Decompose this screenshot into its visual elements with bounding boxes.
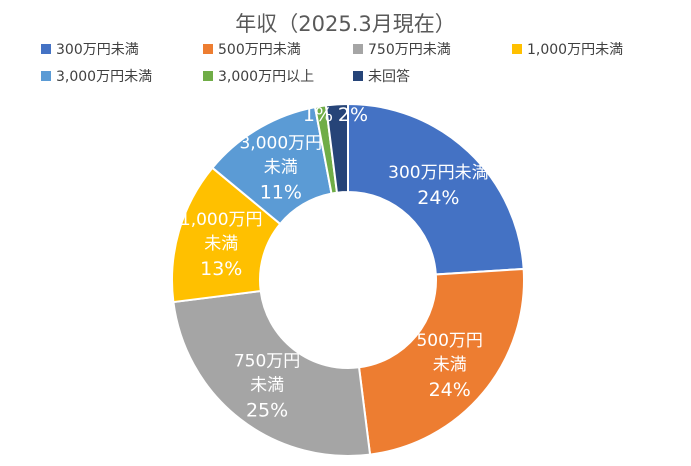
- slice-label: 未満: [204, 234, 238, 254]
- legend-label: 未回答: [368, 69, 410, 85]
- legend-swatch: [203, 71, 213, 81]
- slice-percent-label: 1%: [303, 104, 333, 126]
- legend-swatch: [203, 44, 213, 54]
- slice-label: 300万円未満: [388, 163, 488, 183]
- legend-label: 3,000万円以上: [218, 69, 315, 85]
- donut-slice: [347, 102, 525, 276]
- slice-percent-label: 24%: [417, 187, 459, 209]
- donut-slice: [172, 289, 372, 457]
- legend-item: 3,000万円以上: [203, 66, 314, 86]
- legend-item: 750万円未満: [353, 39, 451, 59]
- legend-item: 未回答: [353, 66, 410, 86]
- legend-swatch: [41, 71, 51, 81]
- slice-label: 未満: [264, 157, 298, 177]
- legend-swatch: [353, 71, 363, 81]
- legend-item: 1,000万円未満: [512, 39, 623, 59]
- legend-swatch: [41, 44, 51, 54]
- legend-label: 1,000万円未満: [527, 42, 624, 58]
- donut-slice: [357, 267, 525, 456]
- slice-label: 750万円: [234, 351, 300, 371]
- legend-label: 300万円未満: [56, 42, 139, 58]
- legend-item: 300万円未満: [41, 39, 139, 59]
- slice-percent-label: 13%: [200, 258, 242, 280]
- slice-label: 未満: [250, 375, 284, 395]
- donut-slice: [324, 102, 349, 194]
- legend-label: 750万円未満: [368, 42, 451, 58]
- slice-percent-label: 25%: [246, 399, 288, 421]
- legend-item: 3,000万円未満: [41, 66, 152, 86]
- legend-swatch: [353, 44, 363, 54]
- chart-title: 年収（2025.3月現在）: [235, 12, 456, 36]
- slice-label: 1,000万円: [180, 210, 263, 230]
- legend-swatch: [512, 44, 522, 54]
- legend-label: 3,000万円未満: [56, 69, 153, 85]
- slice-percent-label: 11%: [260, 181, 302, 203]
- slice-percent-label: 24%: [429, 379, 471, 401]
- legend-item: 500万円未満: [203, 39, 301, 59]
- legend-label: 500万円未満: [218, 42, 301, 58]
- slice-label: 3,000万円: [239, 133, 322, 153]
- slice-label: 500万円: [416, 331, 482, 351]
- slice-label: 未満: [433, 355, 467, 375]
- slice-percent-label: 2%: [338, 104, 368, 126]
